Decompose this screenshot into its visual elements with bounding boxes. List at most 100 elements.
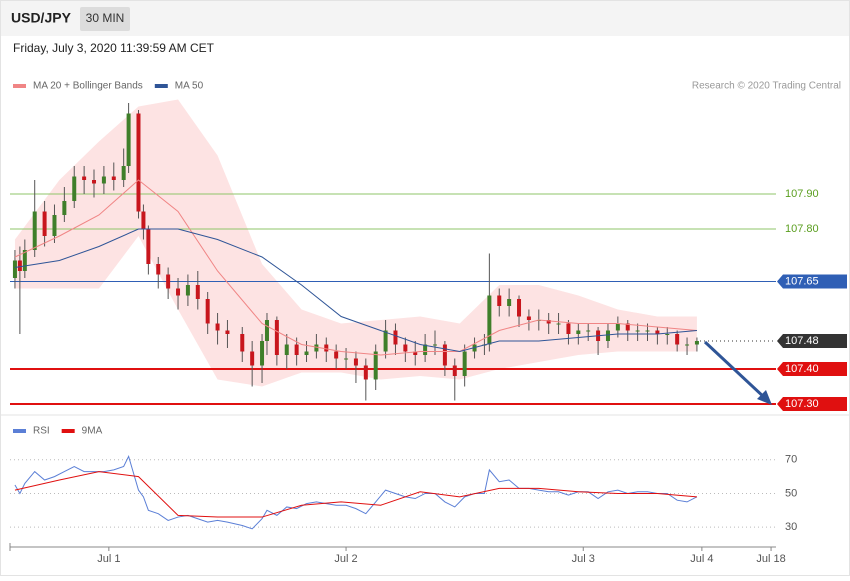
candle-body [694,341,699,345]
candle-body [353,358,358,366]
candle-body [556,323,561,325]
legend-swatch [13,429,26,433]
y-tick-label: 30 [785,521,797,533]
candle-body [12,260,17,278]
candle-body [383,330,388,352]
level-tag [777,334,847,348]
candle-body [166,274,171,289]
candle-body [225,330,230,334]
candle-body [462,351,467,376]
candle-body [62,201,67,215]
candle-body [240,334,245,352]
level-tag [777,274,847,289]
symbol: USD/JPY [11,10,72,26]
candle-body [284,344,289,355]
candle-body [294,344,299,355]
candle-body [497,295,502,306]
candle-body [82,176,87,180]
candle-body [433,344,438,346]
forecast-arrow [703,340,768,401]
candle-body [156,264,161,275]
candle-body [517,299,522,317]
candle-body [413,351,418,355]
candle-body [344,358,349,360]
candle-body [423,344,428,355]
candle-body [334,351,339,359]
header-bar [1,1,849,36]
legend-label: MA 50 [175,81,204,92]
level-label: 107.90 [785,188,819,200]
candle-body [72,176,77,201]
candle-body [566,323,571,334]
y-tick-label: 50 [785,487,797,499]
candle-body [111,176,116,180]
timestamp: Friday, July 3, 2020 11:39:59 AM CET [13,41,215,55]
candle-body [507,299,512,306]
candle-body [185,285,190,296]
candle-body [32,211,37,250]
interval[interactable]: 30 MIN [86,11,125,25]
candle-body [487,295,492,345]
y-tick-label: 70 [785,454,797,466]
candle-body [121,166,126,180]
level-label: 107.65 [785,275,819,287]
candle-body [685,344,690,346]
candle-body [17,260,22,271]
candle-body [126,113,131,166]
bollinger-band [14,99,697,387]
candle-body [635,330,640,332]
candle-body [373,351,378,380]
candle-body [42,211,47,236]
candle-body [452,365,457,376]
candle-body [260,341,265,366]
candle-body [625,323,630,331]
candle-body [655,330,660,334]
forecast-arrowhead [757,390,772,405]
candle-body [250,351,255,366]
candle-body [605,330,610,341]
legend-label: RSI [33,426,50,437]
legend-swatch [154,84,168,88]
candle-body [141,211,146,229]
level-label: 107.40 [785,363,819,375]
legend-label: 9MA [82,426,103,437]
legend-swatch [13,84,26,88]
x-tick-label: Jul 2 [334,553,357,565]
candle-body [205,299,210,324]
candle-body [675,334,680,345]
indicator-line [14,228,697,353]
interval-box[interactable] [80,7,130,31]
candle-body [442,344,447,366]
candle-body [403,344,408,352]
candle-body [92,180,97,184]
candle-body [52,215,57,236]
candle-body [324,344,329,352]
candle-body [576,330,581,334]
candle-body [363,365,368,380]
price-panel: MA 20 + Bollinger Bands MA 50 107.90 107.80… [10,81,847,411]
candle-body [526,316,531,320]
candle-body [314,344,319,352]
credit: Research © 2020 Trading Central [692,81,841,92]
x-tick-label: Jul 4 [690,553,713,565]
legend-label: MA 20 + Bollinger Bands [33,81,143,92]
candle-body [393,330,398,345]
candle-body [101,176,106,184]
candle-body [195,285,200,299]
indicator-line [14,179,697,356]
candle-body [615,323,620,331]
level-label: 107.80 [785,223,819,235]
rsi-line [14,471,697,518]
candle-body [22,250,27,271]
x-tick-label: Jul 18 [756,553,785,565]
candle-body [176,288,181,296]
candle-body [645,330,650,332]
x-tick-label: Jul 1 [97,553,120,565]
candle-body [665,334,670,335]
candle-body [274,320,279,355]
legend-swatch [61,429,75,433]
candle-body [586,330,591,332]
candle-body [136,113,141,212]
candle-body [264,320,269,341]
